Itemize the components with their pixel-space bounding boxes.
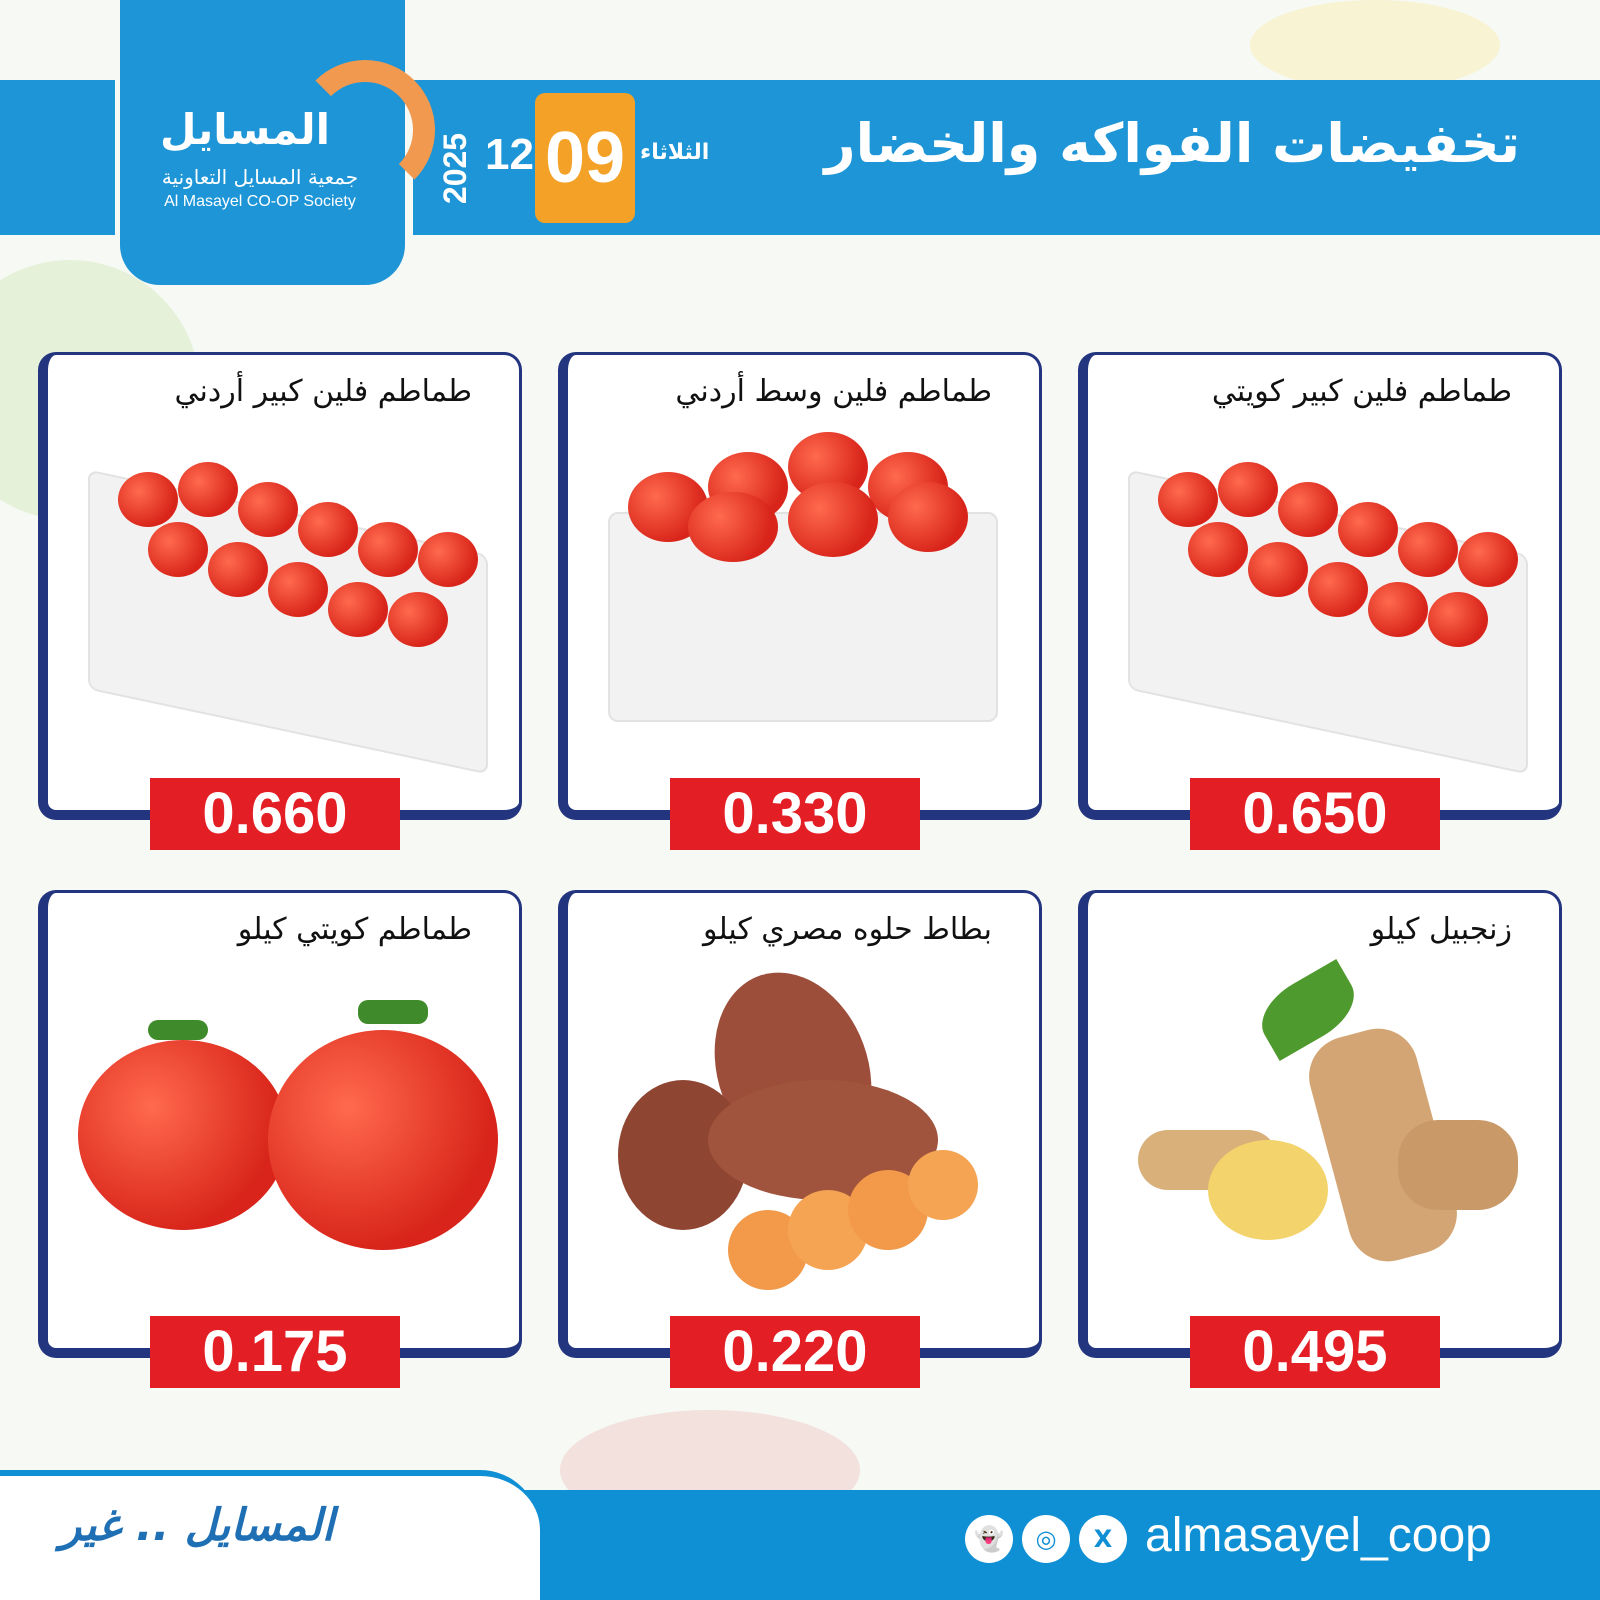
x-icon[interactable]: X — [1079, 1515, 1127, 1563]
tomato-crate-medium-image — [598, 432, 1018, 752]
product-card[interactable]: طماطم فلين وسط أردني 0.330 — [558, 352, 1042, 850]
logo: المسايل جمعية المسايل التعاونية Al Masay… — [120, 0, 435, 285]
tomatoes-image — [78, 970, 498, 1290]
product-price: 0.495 — [1190, 1316, 1440, 1388]
logo-subtitle-en: Al Masayel CO-OP Society — [164, 193, 356, 210]
snapchat-icon[interactable]: 👻 — [965, 1515, 1013, 1563]
product-name: طماطم فلين كبير أردني — [174, 374, 472, 409]
product-name: طماطم فلين وسط أردني — [675, 374, 992, 409]
product-grid: طماطم فلين كبير كويتي 0.650 طماطم فلين و… — [38, 352, 1562, 1388]
product-name: بطاط حلوه مصري كيلو — [702, 912, 992, 947]
product-card[interactable]: طماطم فلين كبير أردني 0.660 — [38, 352, 522, 850]
product-name: طماطم فلين كبير كويتي — [1211, 374, 1512, 409]
instagram-icon[interactable]: ◎ — [1022, 1515, 1070, 1563]
slogan-text: المسايل .. غير — [60, 1500, 334, 1551]
logo-name: المسايل — [159, 105, 331, 154]
product-card[interactable]: بطاط حلوه مصري كيلو 0.220 — [558, 890, 1042, 1388]
footer-slogan-panel — [0, 1470, 540, 1600]
logo-subtitle-ar: جمعية المسايل التعاونية — [161, 165, 359, 189]
date-month: 12 — [485, 130, 534, 179]
product-card[interactable]: زنجبيل كيلو 0.495 — [1078, 890, 1562, 1388]
date-day: 09 — [535, 93, 635, 223]
date-year: 2025 — [437, 132, 474, 205]
ginger-image — [1118, 959, 1538, 1290]
product-price: 0.660 — [150, 778, 400, 850]
sweet-potato-image — [598, 950, 1018, 1290]
product-price: 0.650 — [1190, 778, 1440, 850]
tomato-crate-image — [1118, 432, 1538, 775]
product-price: 0.175 — [150, 1316, 400, 1388]
product-name: زنجبيل كيلو — [1370, 912, 1512, 947]
social-handle[interactable]: almasayel_coop — [1145, 1509, 1492, 1562]
product-price: 0.330 — [670, 778, 920, 850]
tomato-crate-image — [78, 432, 498, 775]
weekday: الثلاثاء — [640, 140, 710, 165]
product-price: 0.220 — [670, 1316, 920, 1388]
product-card[interactable]: طماطم كويتي كيلو 0.175 — [38, 890, 522, 1388]
product-card[interactable]: طماطم فلين كبير كويتي 0.650 — [1078, 352, 1562, 850]
slogan: المسايل .. غير — [50, 1500, 450, 1551]
page-title: تخفيضات الفواكه والخضار — [824, 112, 1520, 175]
product-name: طماطم كويتي كيلو — [237, 912, 472, 947]
background-decoration — [1250, 0, 1500, 90]
